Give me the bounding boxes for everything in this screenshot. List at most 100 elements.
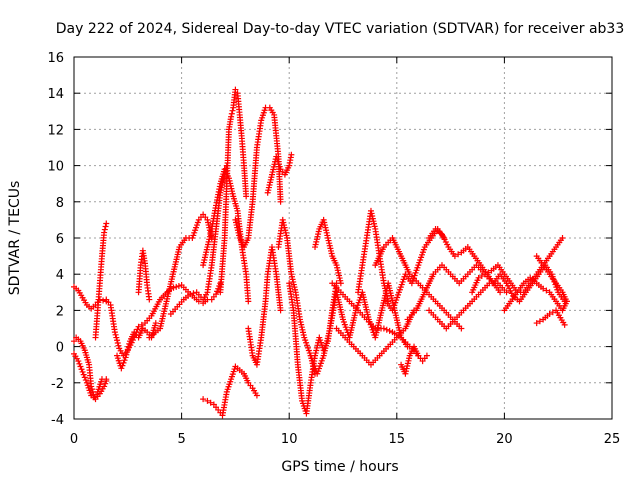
data-point	[563, 298, 570, 305]
data-point	[423, 352, 430, 359]
data-point-fill	[214, 288, 221, 295]
data-point-fill	[485, 269, 492, 276]
data-point	[243, 193, 250, 200]
data-point-fill	[112, 331, 119, 338]
axis-ticks: 0 5 10 15 20 25 -4 -2 0 2 4 6 8 10 12 14 16	[47, 51, 620, 447]
data-point-fill	[138, 321, 145, 328]
series-s16	[275, 216, 319, 377]
data-point-fill	[207, 399, 214, 406]
data-point	[458, 325, 465, 332]
series-s8	[146, 211, 215, 341]
data-point	[71, 338, 77, 345]
series-s25	[398, 343, 430, 377]
series-s5	[103, 280, 224, 359]
data-point-fill	[114, 337, 121, 344]
data-point-fill	[478, 273, 485, 280]
data-point-fill	[125, 343, 132, 350]
data-point-fill	[543, 287, 550, 294]
series-s22	[355, 207, 392, 305]
data-point	[277, 307, 284, 314]
data-point-fill	[80, 371, 87, 378]
data-point	[204, 397, 211, 404]
data-point-fill	[113, 334, 120, 341]
y-tick-label: 0	[56, 341, 64, 356]
series-s3	[71, 350, 110, 403]
data-point	[540, 285, 547, 292]
series-s21	[333, 307, 418, 368]
data-point	[103, 377, 110, 384]
series-s7	[135, 247, 153, 303]
y-tick-label: 16	[47, 51, 64, 66]
y-tick-label: -2	[51, 377, 64, 392]
series-s19	[312, 216, 344, 287]
series-s27	[426, 225, 504, 296]
x-axis-label: GPS time / hours	[281, 459, 398, 475]
series-s6	[114, 320, 159, 372]
data-point-fill	[101, 226, 108, 233]
x-tick-label: 20	[496, 432, 513, 447]
series-s15	[200, 363, 260, 419]
data-point-fill	[78, 366, 85, 373]
data-point-fill	[134, 326, 141, 333]
data-point	[75, 358, 82, 365]
data-point-fill	[114, 339, 121, 346]
data-point	[337, 280, 344, 287]
data-point-fill	[121, 357, 128, 364]
data-point	[277, 198, 284, 205]
data-point	[187, 291, 194, 298]
y-tick-label: -4	[51, 413, 64, 428]
series-s14	[264, 151, 295, 196]
data-point-fill	[175, 282, 182, 289]
data-point-fill	[77, 363, 84, 370]
x-tick-label: 5	[177, 432, 185, 447]
y-tick-label: 12	[47, 123, 64, 138]
data-point-fill	[536, 318, 543, 325]
data-point	[482, 271, 489, 278]
series-s32	[533, 253, 570, 305]
y-tick-label: 6	[56, 232, 64, 247]
y-axis-label: SDTVAR / TECUs	[7, 181, 23, 296]
series-s23	[372, 235, 465, 332]
data-point	[152, 320, 159, 327]
y-tick-label: 4	[56, 268, 64, 283]
x-tick-label: 15	[389, 432, 406, 447]
data-point-fill	[229, 107, 236, 114]
data-point	[253, 392, 260, 399]
data-points	[71, 86, 570, 419]
grid-lines	[74, 57, 612, 419]
data-point	[559, 235, 566, 241]
data-point	[503, 289, 510, 296]
data-point-fill	[124, 349, 131, 356]
data-point	[146, 296, 153, 303]
x-tick-label: 10	[281, 432, 298, 447]
data-point-fill	[386, 327, 393, 334]
series-s11	[217, 86, 250, 296]
data-point-fill	[76, 360, 83, 367]
data-point-fill	[549, 309, 556, 316]
y-tick-label: 10	[47, 160, 64, 175]
data-point-fill	[102, 223, 109, 230]
data-point	[497, 289, 504, 296]
data-point-fill	[383, 326, 390, 333]
data-point-fill	[126, 340, 133, 347]
data-point	[118, 365, 125, 372]
x-tick-label: 0	[70, 432, 78, 447]
data-point	[101, 229, 108, 236]
data-point	[245, 298, 252, 305]
data-point	[200, 396, 207, 403]
data-point-fill	[119, 362, 126, 369]
data-point-fill	[120, 359, 127, 366]
data-point	[101, 383, 108, 390]
y-tick-label: 14	[47, 87, 64, 102]
data-point-fill	[170, 284, 177, 291]
data-point	[228, 113, 235, 120]
data-point	[195, 298, 202, 305]
series-s4	[92, 220, 110, 341]
data-point	[533, 320, 540, 327]
data-point-fill	[82, 377, 89, 384]
data-point	[135, 323, 142, 330]
series-s31	[501, 274, 570, 314]
series-s1	[71, 283, 110, 312]
y-tick-label: 8	[56, 196, 64, 211]
